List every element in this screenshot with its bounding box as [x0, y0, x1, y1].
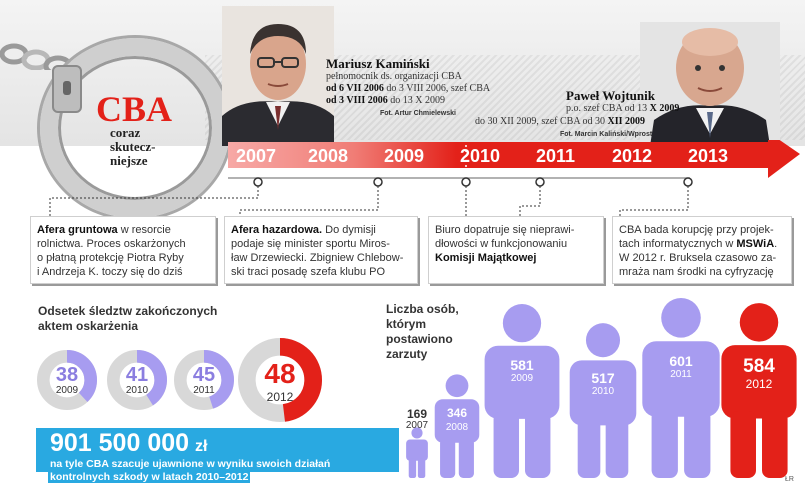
event-line: mraża nam środki na cyfryzację [619, 266, 774, 278]
person-value-2008: 346 [446, 405, 468, 420]
event-box-2: Afera hazardowa. Do dymisji podaje się mi… [224, 216, 418, 284]
donut-value-2009: 38 [55, 364, 79, 386]
event-line: W 2012 r. Bruksela czasowo za- [619, 252, 777, 264]
timeline-year-2011: 2011 [536, 146, 576, 166]
charged-figures [406, 298, 797, 478]
charged-title: Liczba osób, którym postawiono zarzuty [386, 302, 459, 361]
person-year-2008: 2008 [445, 421, 469, 433]
donut-year-2011: 2011 [193, 385, 215, 396]
event-line: Biuro dopatruje się nieprawi- [435, 224, 575, 236]
timeline-year-2010: 2010 [460, 146, 501, 166]
portrait-wojtunik [640, 22, 780, 146]
damage-description: na tyle CBA szacuje ujawnione w wyniku s… [48, 458, 333, 483]
person-value-2011: 601 [669, 352, 693, 369]
person-figure-2012 [721, 303, 797, 478]
person-year-2012: 2012 [745, 377, 773, 392]
timeline-year-2013: 2013 [688, 146, 729, 166]
donut-year-2009: 2009 [55, 385, 79, 396]
event-line: i Andrzeja K. toczy się do dziś [37, 266, 183, 278]
person-value-2010: 517 [591, 370, 615, 387]
person-figure-2011 [642, 298, 720, 478]
person-line: od 3 VIII 2006 do 13 X 2009 [326, 95, 446, 106]
donut-arc-2009 [36, 349, 98, 411]
person-name-kaminski: Mariusz Kamiński [326, 56, 430, 71]
donut-value-2011: 45 [192, 364, 216, 386]
donut-arc-2010 [106, 349, 168, 410]
person-value-2007: 169 [406, 407, 428, 422]
damage-amount: 901 500 000 zł [50, 429, 208, 457]
portrait-kaminski [222, 6, 334, 146]
event-line: Komisji Majątkowej [435, 252, 537, 264]
photo-credit: Fot. Artur Chmielewski [380, 110, 456, 117]
event-box-4: CBA bada korupcję przy projek-tach infor… [612, 216, 792, 284]
person-figure-2007 [406, 427, 428, 478]
photo-credit: Fot. Marcin Kaliński/Wprost [560, 131, 653, 138]
donut-arc-2012 [237, 337, 323, 422]
donut-arc-2011 [173, 349, 235, 410]
event-line: CBA bada korupcję przy projek- [619, 224, 774, 236]
timeline-year-2007: 2007 [236, 146, 277, 166]
person-figure-2009 [484, 303, 560, 478]
person-year-2011: 2011 [670, 368, 692, 380]
event-line: ław Drzewiecki. Zbigniew Chlebow- [231, 252, 404, 264]
indictments-donuts [36, 337, 323, 423]
person-line: od 6 VII 2006 do 3 VIII 2006, szef CBA [326, 83, 491, 94]
person-value-2009: 581 [510, 356, 534, 373]
person-figure-2010 [569, 323, 637, 478]
event-line: ski traci posadę szefa klubu PO [231, 266, 386, 278]
event-line: tach informatycznych w MSWiA. [619, 238, 778, 250]
handcuff-lock-icon [52, 65, 82, 113]
cba-logo: CBA [96, 89, 173, 129]
indictments-title: Odsetek śledztw zakończonych aktem oskar… [38, 304, 218, 333]
donut-value-2010: 41 [125, 364, 149, 386]
event-box-3: Biuro dopatruje się nieprawi-dłowości w … [428, 216, 604, 284]
timeline-arrow [49, 140, 800, 216]
person-year-2007: 2007 [405, 420, 429, 432]
timeline-year-2012: 2012 [612, 146, 653, 166]
donut-year-2012: 2012 [266, 390, 294, 404]
timeline-year-2009: 2009 [384, 146, 425, 166]
person-line: pełnomocnik ds. organizacji CBA [326, 71, 462, 82]
event-line: rolnictwa. Proces oskarżonych [37, 238, 186, 250]
event-line: o płatną protekcję Piotra Ryby [37, 252, 184, 264]
person-figure-2008 [434, 374, 480, 478]
person-value-2012: 584 [743, 356, 775, 378]
timeline-year-2008: 2008 [308, 146, 349, 166]
event-line: Afera gruntowa w resorcie [37, 224, 171, 236]
header-subtitle: coraz skutecz- niejsze [110, 125, 156, 168]
donut-value-2012: 48 [264, 358, 296, 389]
person-line: p.o. szef CBA od 13 X 2009 [566, 103, 680, 114]
person-year-2009: 2009 [510, 372, 534, 384]
person-line: do 30 XII 2009, szef CBA od 30 XII 2009 [475, 116, 646, 127]
event-line: dłowości w funkcjonowaniu [435, 238, 568, 250]
donut-year-2010: 2010 [125, 385, 149, 396]
event-box-1: Afera gruntowa w resorcie rolnictwa. Proc… [30, 216, 216, 284]
graphic-credit: ŁR [785, 476, 794, 483]
event-line: podaje się minister sportu Miros- [231, 238, 390, 250]
person-name-wojtunik: Paweł Wojtunik [566, 88, 655, 103]
event-line: Afera hazardowa. Do dymisji [231, 224, 376, 236]
person-year-2010: 2010 [591, 386, 615, 398]
